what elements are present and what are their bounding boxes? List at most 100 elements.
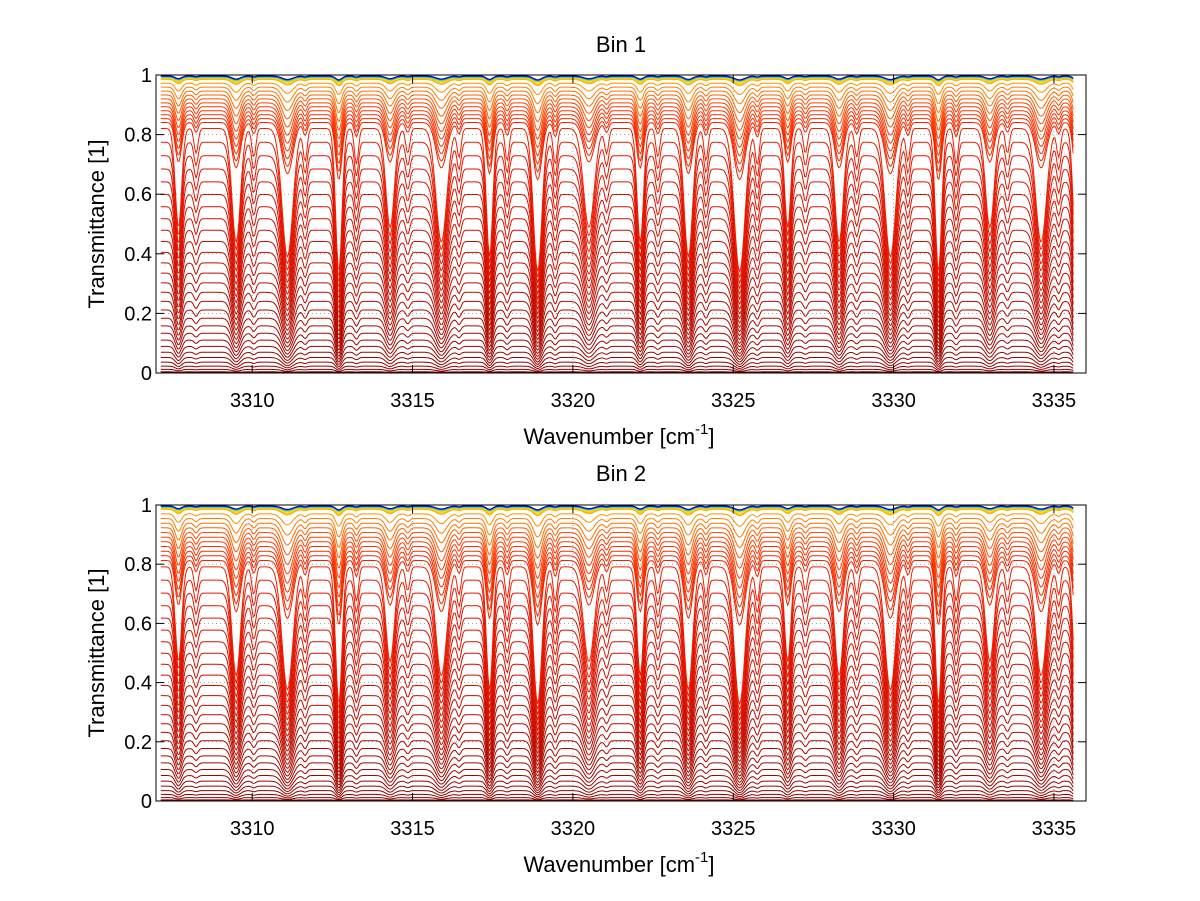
- axes-frame: [155, 504, 1087, 802]
- plot-panel-bin-1: Bin 1 3310 3315 3320 3325 3330 3335 0 0.…: [84, 32, 1087, 449]
- spectrum-series-line: [160, 560, 1074, 627]
- y-axis-label: Transmittance [1]: [84, 568, 109, 737]
- series-layer: [160, 505, 1074, 801]
- spectrum-series-line: [160, 86, 1074, 105]
- spectrum-series-line: [160, 291, 1074, 341]
- spectrum-series-line: [160, 513, 1074, 527]
- spectrum-series-line: [160, 780, 1074, 794]
- spectrum-series-line: [160, 168, 1074, 290]
- spectrum-series-line: [160, 155, 1074, 285]
- spectrum-series-line: [160, 300, 1074, 345]
- y-tick-label: 0.4: [124, 673, 152, 695]
- x-axis-label-superscript: -1: [695, 849, 708, 866]
- x-tick-label: 3310: [230, 390, 275, 412]
- y-tick-label: 0: [141, 791, 152, 813]
- spectrum-series-line: [160, 505, 1074, 511]
- y-tick-label: 0: [141, 363, 152, 385]
- x-axis-label-superscript: -1: [695, 421, 708, 438]
- spectrum-series-line: [160, 339, 1074, 360]
- spectrum-series-line: [160, 592, 1074, 717]
- spectrum-series-line: [160, 357, 1074, 368]
- spectrum-series-line: [160, 272, 1074, 333]
- spectrum-series-line: [160, 114, 1074, 165]
- x-tick-label: 3335: [1032, 818, 1077, 840]
- spectrum-series-line: [160, 629, 1074, 732]
- spectrum-series-line: [160, 785, 1074, 796]
- y-tick-label: 0.2: [124, 732, 152, 754]
- spectrum-series-line: [160, 674, 1074, 751]
- spectrum-series-line: [160, 365, 1074, 371]
- spectrum-series-line: [160, 361, 1074, 370]
- spectrum-series-line: [160, 325, 1074, 355]
- y-tick-label: 1: [141, 65, 152, 87]
- x-axis-label-main: Wavenumber [cm: [523, 852, 695, 877]
- spectrum-series-line: [160, 141, 1074, 279]
- y-tick-label: 0.8: [124, 554, 152, 576]
- spectrum-series-line: [160, 262, 1074, 329]
- spectrum-series-line: [160, 106, 1074, 149]
- spectrum-series-line: [160, 181, 1074, 296]
- y-tick-label: 0.2: [124, 303, 152, 325]
- spectrum-series-line: [160, 793, 1074, 799]
- spectrum-series-line: [160, 332, 1074, 358]
- spectrum-series-line: [160, 102, 1074, 140]
- spectrum-series-line: [160, 768, 1074, 789]
- spectrum-series-line: [160, 317, 1074, 351]
- spectrum-series-line: [160, 555, 1074, 618]
- spectrum-series-line: [160, 345, 1074, 363]
- spectrum-series-line: [160, 218, 1074, 311]
- spectrum-series-line: [160, 762, 1074, 786]
- y-tick-label: 0.6: [124, 184, 152, 206]
- y-tick-label: 0.6: [124, 613, 152, 635]
- y-tick-labels: 0 0.2 0.4 0.6 0.8 1: [124, 495, 152, 813]
- spectrum-series-line: [160, 309, 1074, 348]
- x-tick-label: 3325: [711, 390, 756, 412]
- y-tick-label: 0.4: [124, 244, 152, 266]
- spectrum-series-line: [160, 723, 1074, 770]
- spectrum-series-line: [160, 527, 1074, 559]
- spectrum-series-line: [160, 797, 1074, 801]
- y-axis-label: Transmittance [1]: [84, 139, 109, 308]
- spectrum-series-line: [160, 605, 1074, 722]
- spectrum-series-line: [160, 532, 1074, 569]
- x-tick-label: 3335: [1032, 390, 1077, 412]
- spectrum-series-line: [160, 90, 1074, 114]
- spectrum-series-line: [160, 579, 1074, 711]
- spectrum-series-line: [160, 566, 1074, 706]
- spectrum-series-line: [160, 731, 1074, 774]
- x-axis-label-main: Wavenumber [cm: [523, 424, 695, 449]
- x-tick-label: 3320: [551, 818, 596, 840]
- spectrum-series-line: [160, 122, 1074, 181]
- x-tick-labels: 3310 3315 3320 3325 3330 3335: [230, 818, 1076, 840]
- x-tick-label: 3325: [711, 818, 756, 840]
- spectrum-series-line: [160, 790, 1074, 798]
- spectrum-series-line: [160, 740, 1074, 777]
- spectrum-series-line: [160, 251, 1074, 325]
- spectrum-series-line: [160, 775, 1074, 791]
- plot-panel-bin-2: Bin 2 3310 3315 3320 3325 3330 3335 0 0.…: [84, 461, 1087, 877]
- spectrum-series-line: [160, 110, 1074, 157]
- spectrum-series-line: [160, 518, 1074, 538]
- y-tick-label: 0.8: [124, 125, 152, 147]
- spectrum-series-line: [160, 368, 1074, 373]
- spectrum-series-line: [160, 351, 1074, 365]
- x-tick-label: 3330: [871, 390, 916, 412]
- spectrum-series-line: [160, 748, 1074, 780]
- spectrum-series-line: [160, 541, 1074, 589]
- spectrum-series-line: [160, 652, 1074, 742]
- x-tick-label: 3320: [551, 390, 596, 412]
- y-tick-label: 1: [141, 495, 152, 517]
- x-tick-label: 3315: [390, 390, 435, 412]
- spectrum-series-line: [160, 128, 1074, 274]
- spectrum-series-line: [160, 82, 1074, 96]
- spectrum-series-line: [160, 684, 1074, 755]
- spectrum-series-line: [160, 663, 1074, 746]
- spectrum-series-line: [160, 206, 1074, 306]
- x-axis-label: Wavenumber [cm-1]: [523, 421, 714, 449]
- x-tick-label: 3315: [390, 818, 435, 840]
- x-axis-label-end: ]: [708, 852, 714, 877]
- x-tick-label: 3310: [230, 818, 275, 840]
- plot-title: Bin 2: [596, 461, 646, 486]
- x-axis-label: Wavenumber [cm-1]: [523, 849, 714, 877]
- spectrum-series-line: [160, 98, 1074, 132]
